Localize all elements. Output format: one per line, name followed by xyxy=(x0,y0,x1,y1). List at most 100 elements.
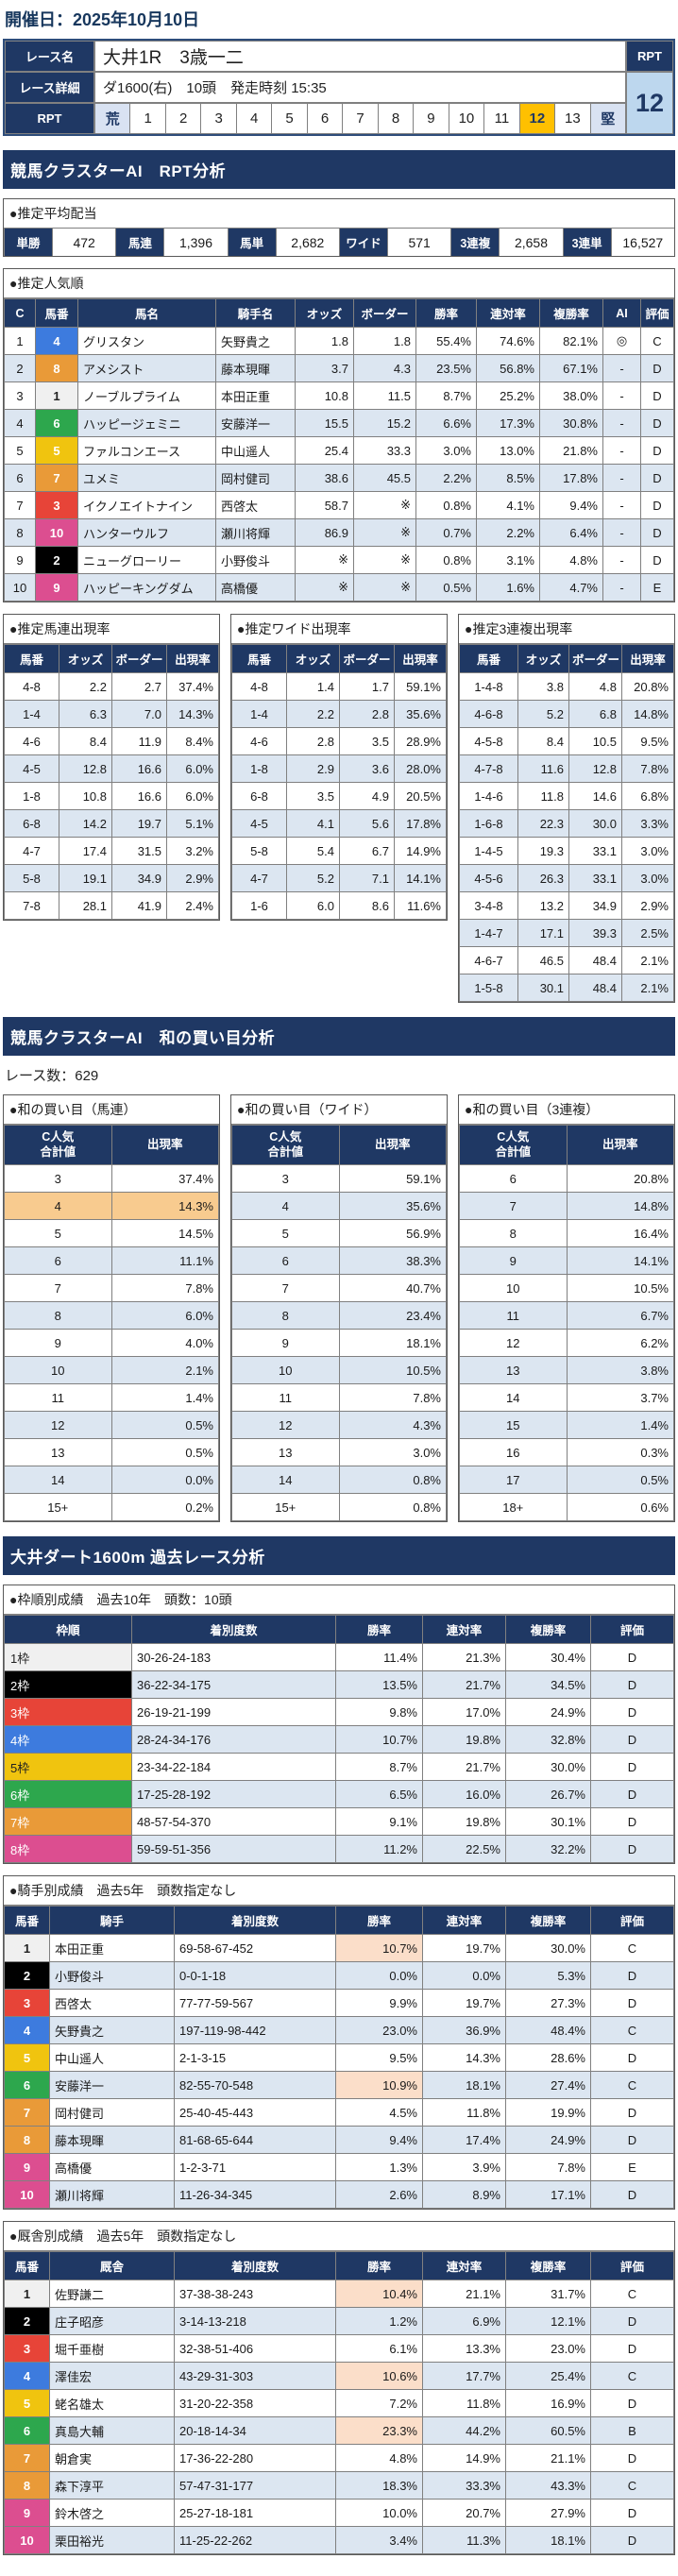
eval-cell: D xyxy=(640,436,674,465)
show-rate-cell: 60.5% xyxy=(505,2416,591,2446)
table-row: 1-4-6 11.8 14.6 6.8% xyxy=(459,782,674,810)
quinella-rate-cell: 13.3% xyxy=(422,2334,506,2364)
win-rate-cell: 0.7% xyxy=(415,518,477,547)
occurrence-rate-cell: 20.5% xyxy=(394,782,447,810)
frame-results-table: 枠順 着別度数 勝率 連対率 複勝率 評価 1枠 30-26-24-183 11.4% 2… xyxy=(4,1615,674,1864)
payout-value: 2,682 xyxy=(291,234,325,250)
header-cell: ボーダー xyxy=(339,644,395,673)
show-rate-cell: 19.9% xyxy=(505,2098,591,2127)
table-row: 5 14.5% xyxy=(4,1219,219,1248)
eval-cell: C xyxy=(590,2016,674,2045)
sum-header-row: C人気 合計値 出現率 xyxy=(459,1124,674,1166)
win-rate-cell: 8.7% xyxy=(415,381,477,410)
sum-umaren-title: ●和の買い目（馬連） xyxy=(4,1095,219,1125)
record-cell: 32-38-51-406 xyxy=(174,2334,336,2364)
win-rate-cell: 23.0% xyxy=(335,2016,423,2045)
border-cell: 4.3 xyxy=(353,354,416,382)
show-rate-cell: 30.0% xyxy=(505,1753,591,1782)
eval-cell: D xyxy=(640,354,674,382)
win-rate-cell: 6.1% xyxy=(335,2334,423,2364)
horse-number-badge: 3 xyxy=(35,491,78,519)
show-rate-cell: 30.0% xyxy=(505,1934,591,1963)
record-cell: 197-119-98-442 xyxy=(174,2016,336,2045)
payout-value: 2,658 xyxy=(514,234,548,250)
payout-title: ●推定平均配当 xyxy=(4,199,674,229)
show-rate-cell: 32.8% xyxy=(505,1725,591,1754)
border-cell: 12.8 xyxy=(568,754,622,783)
quinella-rate-cell: 21.3% xyxy=(422,1643,506,1672)
eval-cell: C xyxy=(590,1934,674,1963)
show-rate-cell: 21.1% xyxy=(505,2444,591,2473)
combo-cell: 3-4-8 xyxy=(459,891,518,920)
table-row: 10 9 ハッピーキングダム 高橋優 ※ ※ 0.5% 1.6% 4.7% - … xyxy=(4,573,674,602)
quinella-rate-cell: 19.8% xyxy=(422,1807,506,1837)
rpt-scale-cell: 2 xyxy=(164,104,201,133)
border-cell: 1.8 xyxy=(353,327,416,355)
eval-cell: E xyxy=(640,573,674,602)
popularity-sum-cell: 7 xyxy=(4,1274,112,1303)
table-row: 3 堀千亜樹 32-38-51-406 6.1% 13.3% 23.0% D xyxy=(4,2334,674,2364)
popularity-box: ●推定人気順 C 馬番 馬名 騎手名 オッズ ボーダー 勝率 連対率 複勝率 AI 評価 1 4 グ… xyxy=(3,268,675,602)
border-cell: 16.6 xyxy=(111,754,167,783)
header-cell: 複勝率 xyxy=(505,1615,591,1645)
eval-cell: D xyxy=(590,2180,674,2210)
show-rate-cell: 7.8% xyxy=(505,2153,591,2182)
popularity-sum-cell: 17 xyxy=(459,1466,568,1495)
odds-cell: 28.1 xyxy=(59,891,112,920)
occurrence-rate-cell: 0.5% xyxy=(110,1438,219,1467)
header-cell: 馬番 xyxy=(4,2251,50,2281)
table-row: 4 6 ハッピージェミニ 安藤洋一 15.5 15.2 6.6% 17.3% 3… xyxy=(4,409,674,437)
border-cell: 39.3 xyxy=(568,919,622,947)
eval-cell: D xyxy=(590,1753,674,1782)
table-row: 1-4-8 3.8 4.8 20.8% xyxy=(459,672,674,701)
stable-name-cell: 澤佳宏 xyxy=(49,2362,175,2391)
combo-cell: 4-5 xyxy=(231,809,287,838)
frame-header-row: 枠順 着別度数 勝率 連対率 複勝率 評価 xyxy=(4,1615,674,1645)
table-row: 4枠 28-24-34-176 10.7% 19.8% 32.8% D xyxy=(4,1725,674,1754)
win-rate-cell: 8.7% xyxy=(335,1753,423,1782)
quinella-rate-cell: 8.5% xyxy=(476,464,540,492)
eval-cell: C xyxy=(640,327,674,355)
combo-cell: 7-8 xyxy=(4,891,59,920)
occurrence-rate-cell: 56.9% xyxy=(338,1219,447,1248)
table-row: 7 岡村健司 25-40-45-443 4.5% 11.8% 19.9% D xyxy=(4,2098,674,2127)
payout-pair: 3連複 2,658 xyxy=(450,229,562,256)
occurrence-rate-cell: 3.0% xyxy=(338,1438,447,1467)
cluster-rank-cell: 1 xyxy=(4,327,36,355)
win-rate-cell: 10.6% xyxy=(335,2362,423,2391)
combo-cell: 1-4-5 xyxy=(459,837,518,865)
occurrence-rate-cell: 2.9% xyxy=(621,891,674,920)
table-row: 4 35.6% xyxy=(231,1192,447,1221)
odds-cell: 19.1 xyxy=(59,864,112,892)
quinella-rate-cell: 25.2% xyxy=(476,381,540,410)
odds-cell: 11.8 xyxy=(517,782,569,810)
occurrence-rate-cell: 14.1% xyxy=(394,864,447,892)
header-cell: 馬番 xyxy=(35,298,78,328)
eval-cell: D xyxy=(590,1780,674,1809)
occurrence-rate-cell: 37.4% xyxy=(166,672,219,701)
horse-name-cell: ハッピージェミニ xyxy=(77,409,216,437)
ai-mark-cell: - xyxy=(602,546,641,574)
table-row: 1-6-8 22.3 30.0 3.3% xyxy=(459,809,674,838)
show-rate-cell: 30.8% xyxy=(539,409,603,437)
jockey-name-cell: 矢野貴之 xyxy=(215,327,296,355)
table-row: 5 蛯名雄太 31-20-22-358 7.2% 11.8% 16.9% D xyxy=(4,2389,674,2418)
popularity-sum-cell: 6 xyxy=(231,1246,340,1276)
border-cell: 5.6 xyxy=(339,809,395,838)
popularity-sum-cell: 14 xyxy=(231,1466,340,1495)
odds-cell: 86.9 xyxy=(295,518,354,547)
jockey-name-cell: 岡村健司 xyxy=(215,464,296,492)
popularity-sum-cell: 15 xyxy=(459,1411,568,1440)
record-cell: 11-25-22-262 xyxy=(174,2526,336,2555)
odds-cell: 17.4 xyxy=(59,837,112,865)
sum-tables-row: ●和の買い目（馬連） C人気 合計値 出現率 3 37.4% 4 14.3% xyxy=(3,1094,675,1523)
record-cell: 20-18-14-34 xyxy=(174,2416,336,2446)
popularity-sum-cell: 7 xyxy=(231,1274,340,1303)
combo-cell: 4-8 xyxy=(231,672,287,701)
jockey-name-cell: 藤本現暉 xyxy=(49,2126,175,2155)
eval-cell: C xyxy=(590,2362,674,2391)
win-rate-cell: 1.3% xyxy=(335,2153,423,2182)
jockey-name-cell: 西啓太 xyxy=(215,491,296,519)
sum-sanrenpuku-table: C人気 合計値 出現率 6 20.8% 7 14.8% 8 16.4% 9 xyxy=(459,1124,674,1522)
occurrence-rate-cell: 9.5% xyxy=(621,727,674,755)
